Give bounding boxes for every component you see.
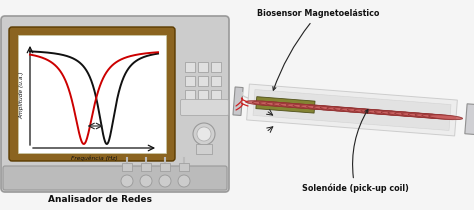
Text: Solenóide (pick-up coil): Solenóide (pick-up coil): [301, 109, 409, 193]
Ellipse shape: [334, 107, 368, 113]
Circle shape: [197, 127, 211, 141]
Ellipse shape: [280, 103, 313, 108]
Ellipse shape: [415, 114, 449, 119]
Bar: [185, 76, 195, 86]
Ellipse shape: [334, 108, 368, 112]
Text: Frequência (Hz): Frequência (Hz): [71, 155, 117, 161]
Bar: [185, 90, 195, 100]
Circle shape: [178, 175, 190, 187]
Bar: [196, 144, 212, 154]
Ellipse shape: [259, 102, 293, 107]
Ellipse shape: [320, 106, 354, 112]
Circle shape: [121, 175, 133, 187]
Ellipse shape: [428, 115, 463, 120]
Ellipse shape: [395, 112, 428, 117]
Ellipse shape: [307, 105, 340, 110]
Bar: [211, 90, 221, 100]
Ellipse shape: [300, 105, 334, 110]
Ellipse shape: [280, 103, 313, 108]
Bar: [185, 62, 195, 72]
Polygon shape: [465, 104, 474, 134]
FancyBboxPatch shape: [181, 100, 228, 116]
Bar: [185, 104, 195, 114]
Bar: [122, 163, 132, 171]
Bar: [179, 163, 189, 171]
Circle shape: [159, 175, 171, 187]
Text: Amplitude (u.a.): Amplitude (u.a.): [19, 72, 25, 119]
Ellipse shape: [368, 110, 401, 115]
Bar: [198, 76, 208, 86]
Ellipse shape: [401, 113, 436, 118]
Ellipse shape: [395, 112, 428, 117]
Ellipse shape: [408, 113, 442, 118]
FancyBboxPatch shape: [1, 16, 229, 192]
Ellipse shape: [415, 114, 449, 119]
Ellipse shape: [286, 104, 320, 109]
Ellipse shape: [368, 110, 401, 115]
Text: Biosensor Magnetoelástico: Biosensor Magnetoelástico: [257, 9, 379, 90]
Ellipse shape: [259, 102, 293, 106]
Ellipse shape: [422, 114, 456, 119]
Bar: [211, 76, 221, 86]
Ellipse shape: [246, 101, 280, 105]
Ellipse shape: [327, 107, 361, 112]
Polygon shape: [233, 87, 243, 116]
Bar: [18, 35, 166, 153]
Bar: [160, 163, 170, 171]
Ellipse shape: [300, 105, 334, 110]
Ellipse shape: [252, 101, 286, 106]
Bar: [198, 62, 208, 72]
Ellipse shape: [266, 102, 300, 107]
Bar: [141, 163, 151, 171]
FancyBboxPatch shape: [3, 166, 227, 190]
Ellipse shape: [354, 109, 388, 114]
Ellipse shape: [388, 112, 422, 117]
Circle shape: [140, 175, 152, 187]
Ellipse shape: [374, 110, 408, 116]
FancyBboxPatch shape: [9, 27, 175, 161]
Ellipse shape: [273, 103, 307, 108]
Ellipse shape: [347, 109, 381, 113]
Ellipse shape: [340, 108, 374, 113]
Ellipse shape: [408, 113, 442, 118]
Ellipse shape: [266, 102, 300, 107]
Ellipse shape: [246, 101, 280, 106]
Ellipse shape: [327, 107, 361, 112]
Polygon shape: [256, 97, 315, 113]
Ellipse shape: [361, 110, 395, 114]
Ellipse shape: [381, 111, 415, 116]
Ellipse shape: [293, 104, 327, 109]
Ellipse shape: [340, 108, 374, 113]
Ellipse shape: [374, 111, 408, 116]
Ellipse shape: [388, 112, 422, 117]
Ellipse shape: [313, 106, 347, 111]
Ellipse shape: [422, 114, 456, 119]
Bar: [211, 62, 221, 72]
Ellipse shape: [428, 115, 463, 120]
Ellipse shape: [307, 105, 340, 110]
Ellipse shape: [361, 109, 395, 115]
Bar: [211, 104, 221, 114]
Ellipse shape: [286, 104, 320, 109]
Ellipse shape: [320, 106, 354, 111]
Ellipse shape: [347, 108, 381, 114]
Text: Analisador de Redes: Analisador de Redes: [48, 196, 152, 205]
Circle shape: [193, 123, 215, 145]
Ellipse shape: [293, 104, 327, 109]
Bar: [198, 90, 208, 100]
Bar: [198, 104, 208, 114]
Ellipse shape: [313, 106, 347, 111]
Ellipse shape: [381, 111, 415, 116]
Polygon shape: [253, 89, 451, 130]
Ellipse shape: [401, 113, 436, 118]
Polygon shape: [246, 84, 457, 136]
Ellipse shape: [252, 101, 286, 106]
Ellipse shape: [273, 103, 307, 108]
Ellipse shape: [354, 109, 388, 114]
